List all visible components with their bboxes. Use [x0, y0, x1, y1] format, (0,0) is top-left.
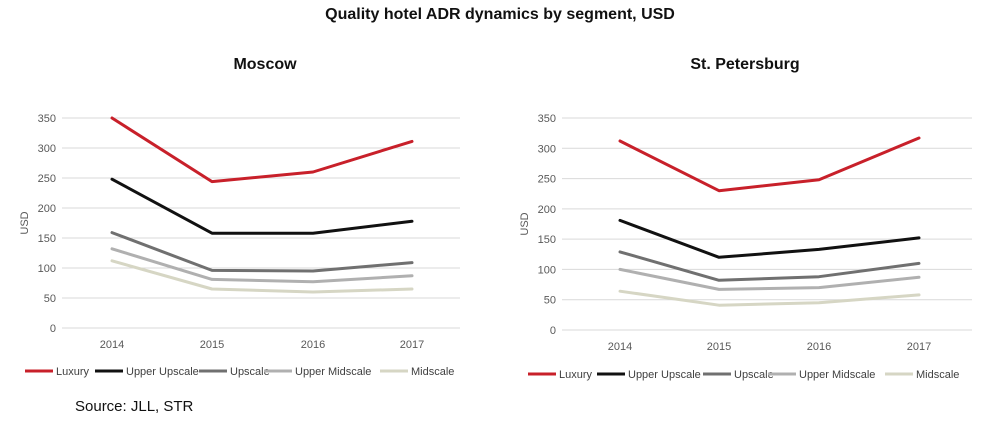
- y-tick-label: 300: [538, 143, 556, 155]
- y-tick-label: 350: [38, 113, 56, 125]
- y-tick-label: 0: [50, 323, 56, 335]
- legend-label: Upper Midscale: [799, 369, 875, 381]
- x-tick-label: 2016: [807, 341, 831, 353]
- y-tick-label: 100: [38, 263, 56, 275]
- x-tick-label: 2014: [100, 339, 124, 351]
- x-tick-label: 2016: [301, 339, 325, 351]
- source-note: Source: JLL, STR: [75, 398, 194, 415]
- series-line-upper-midscale: [110, 247, 414, 284]
- series-line-upper-upscale: [110, 177, 414, 235]
- y-tick-label: 50: [544, 295, 556, 307]
- series-line-upscale: [618, 250, 921, 282]
- series-line-upper-midscale: [618, 267, 921, 291]
- x-tick-label: 2017: [907, 341, 931, 353]
- x-tick-label: 2015: [707, 341, 731, 353]
- x-tick-label: 2015: [200, 339, 224, 351]
- y-tick-label: 200: [538, 204, 556, 216]
- legend-label: Upper Upscale: [126, 366, 199, 378]
- main-title: Quality hotel ADR dynamics by segment, U…: [325, 6, 675, 23]
- chart-title-moscow: Moscow: [233, 56, 297, 73]
- legend-label: Upper Upscale: [628, 369, 701, 381]
- st-petersburg-line-chart: 0 50 100 150 200 250 300 350 USD 2014 2015 2016 2017…: [519, 113, 972, 381]
- y-tick-label: 250: [38, 173, 56, 185]
- series-line-midscale: [110, 259, 414, 294]
- chart-title-st-petersburg: St. Petersburg: [690, 56, 800, 73]
- y-tick-label: 300: [38, 143, 56, 155]
- y-tick-label: 50: [44, 293, 56, 305]
- y-tick-label: 100: [538, 264, 556, 276]
- legend-label: Midscale: [916, 369, 959, 381]
- legend-label: Luxury: [56, 366, 90, 378]
- legend-label: Luxury: [559, 369, 593, 381]
- y-tick-label: 0: [550, 325, 556, 337]
- x-tick-label: 2014: [608, 341, 632, 353]
- y-axis-label: USD: [19, 211, 31, 234]
- legend-label: Upscale: [734, 369, 774, 381]
- moscow-line-chart: 0 50 100 150 200 250 300 350 USD 2014 2015 2016 2017…: [19, 113, 460, 378]
- series-line-upscale: [110, 231, 414, 273]
- series-line-luxury: [110, 116, 414, 184]
- y-tick-label: 250: [538, 174, 556, 186]
- y-tick-label: 200: [38, 203, 56, 215]
- series-line-luxury: [618, 136, 921, 193]
- legend-label: Upper Midscale: [295, 366, 371, 378]
- series-line-upper-upscale: [618, 218, 921, 259]
- series-line-midscale: [618, 289, 921, 307]
- y-axis-label: USD: [519, 212, 531, 235]
- y-tick-label: 350: [538, 113, 556, 125]
- legend-label: Upscale: [230, 366, 270, 378]
- y-tick-label: 150: [538, 234, 556, 246]
- y-tick-label: 150: [38, 233, 56, 245]
- legend-label: Midscale: [411, 366, 454, 378]
- x-tick-label: 2017: [400, 339, 424, 351]
